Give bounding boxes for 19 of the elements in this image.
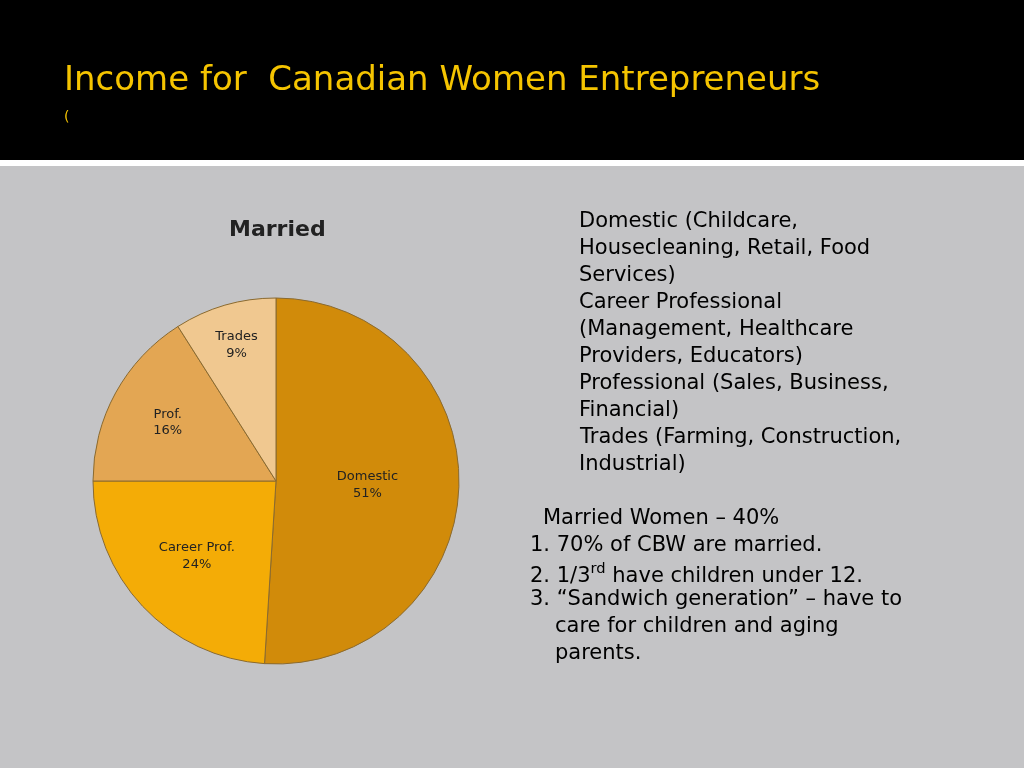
slice-label: Trades — [214, 327, 258, 343]
text: Married Women – 40% — [543, 505, 780, 529]
chart-subtitle: ( — [64, 108, 70, 124]
chart-title: Income for Canadian Women Entrepreneurs — [64, 58, 821, 98]
text: 3. “Sandwich generation” – have to care for children and aging parents. — [530, 586, 903, 664]
slice-label: Domestic — [336, 467, 399, 483]
slice-label: Prof. — [153, 405, 182, 421]
data-label: 9% — [226, 344, 247, 360]
text: Trades (Farming, Construction, Industrial) — [579, 424, 902, 475]
slice-label: Career Prof. — [158, 539, 235, 555]
text: Career Professional (Management, Healthcare Providers, Educators) — [579, 289, 854, 367]
data-label: 24% — [182, 556, 212, 572]
data-label: 51% — [353, 484, 382, 500]
text: 2. 1/3$^{rd}$ have children under 12. — [530, 559, 864, 587]
text: 1. 70% of CBW are married. — [530, 532, 823, 556]
data-label: 16% — [153, 422, 183, 438]
text: Professional (Sales, Business, Financial) — [579, 370, 889, 421]
text: Domestic (Childcare, Housecleaning, Retail, Food Services) — [579, 208, 871, 286]
legend-title: Married — [229, 216, 326, 241]
